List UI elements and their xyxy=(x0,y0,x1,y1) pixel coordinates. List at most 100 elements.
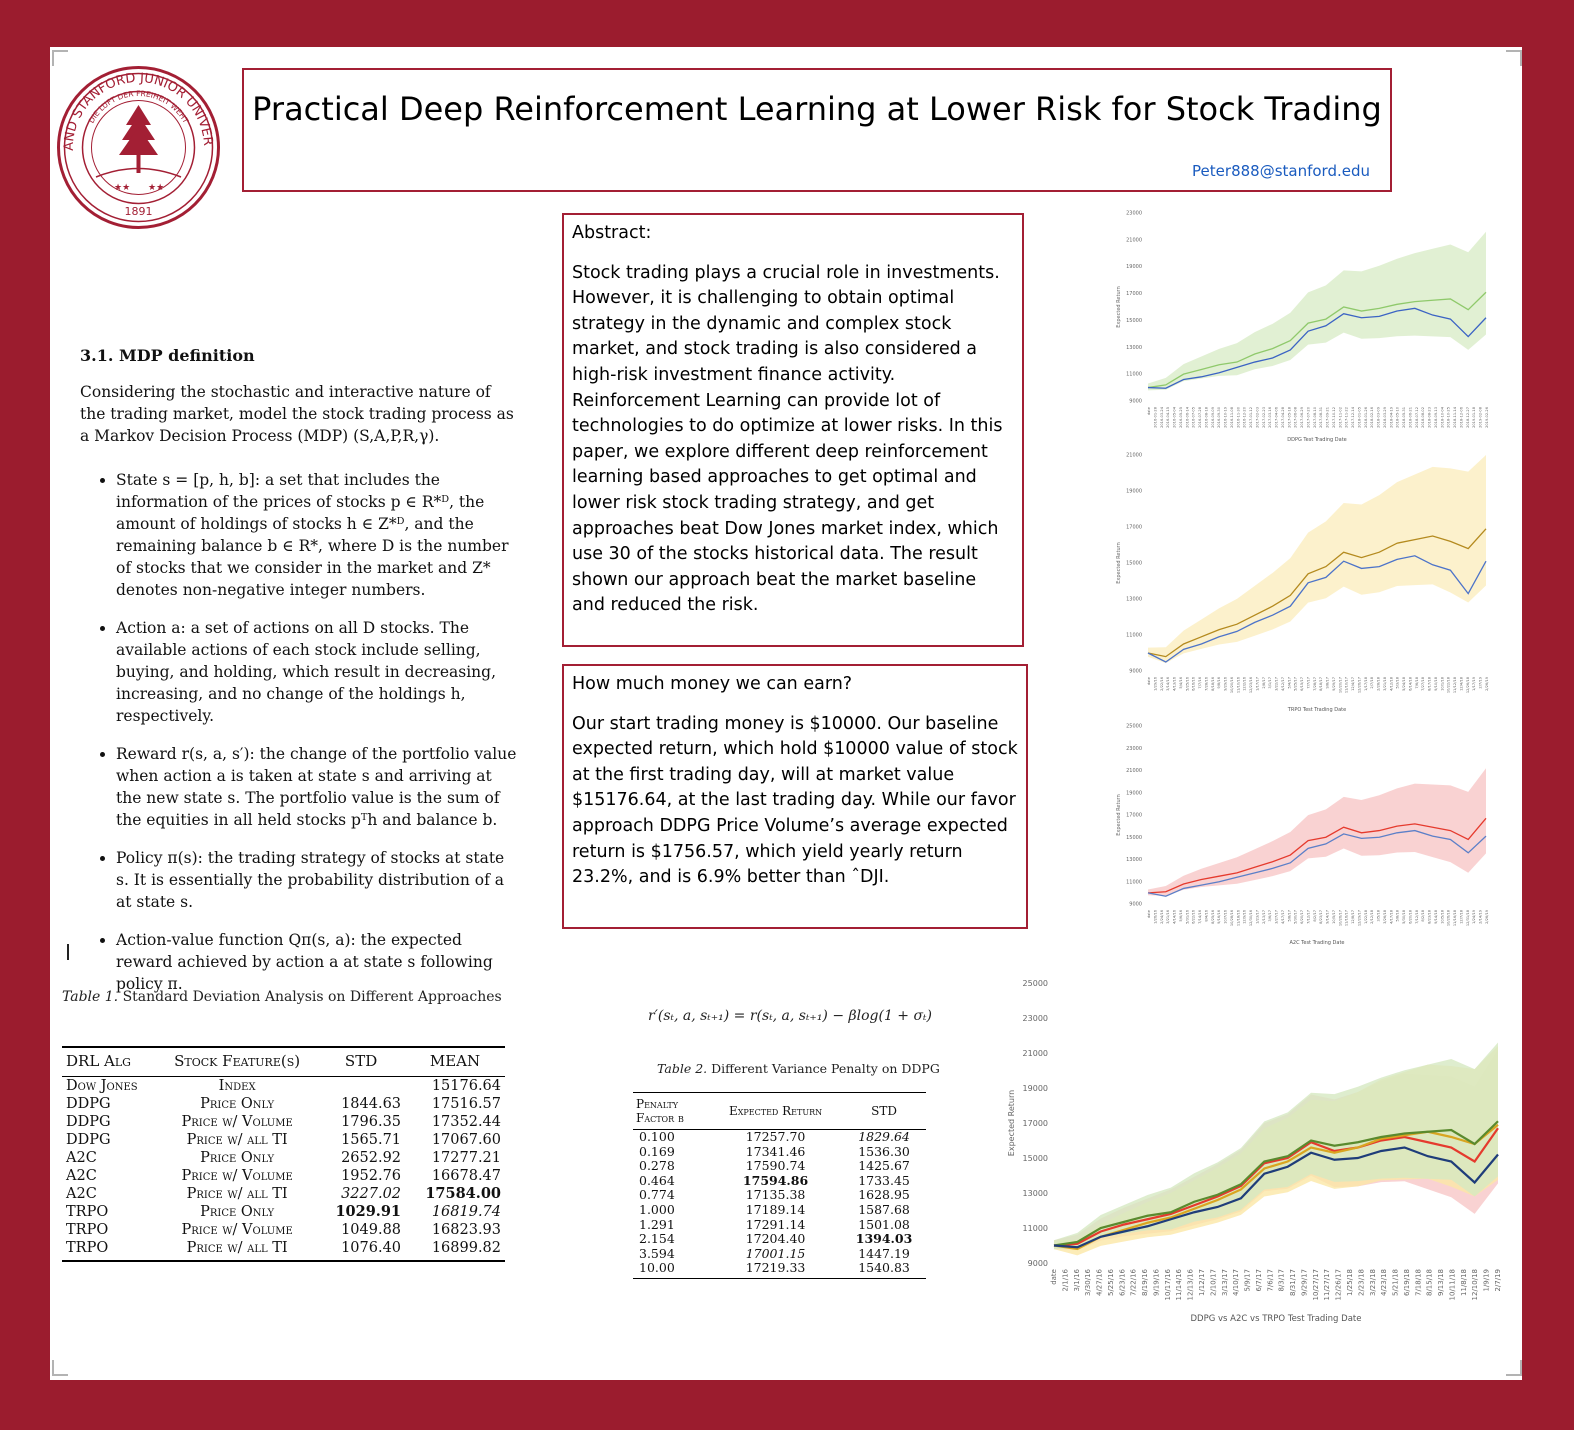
mdp-bullet-list: State s = [p, h, b]: a set that includes… xyxy=(80,469,520,995)
mdp-bullet-reward: Reward r(s, a, s′): the change of the po… xyxy=(116,743,520,831)
mdp-bullet-action: Action a: a set of actions on all D stoc… xyxy=(116,617,520,727)
x-tick-label: date xyxy=(1147,676,1151,685)
x-tick-label: 3/1/17 xyxy=(1268,677,1272,689)
table-cell: 2.154 xyxy=(639,1231,675,1247)
table-row: TRPO Price w/ Volume 1049.88 16823.93 xyxy=(62,1221,505,1239)
table-row: DDPG Price Only 1844.63 17516.57 xyxy=(62,1095,505,1113)
x-tick-label: 12/9/16 xyxy=(1243,909,1247,924)
x-tick-label: 11/10/16 xyxy=(1236,676,1240,693)
x-tick-label: 2018-01-05 xyxy=(1357,407,1361,428)
svg-text:★★: ★★ xyxy=(148,183,164,193)
x-tick-label: 4/17/18 xyxy=(1389,909,1393,924)
table-cell: Price w/ all TI xyxy=(186,1132,288,1148)
x-tick-label: 12/4/18 xyxy=(1459,676,1463,691)
table-cell: Price Only xyxy=(200,1150,275,1166)
x-tick-label: 2016-11-08 xyxy=(1230,406,1234,428)
x-tick-label: date xyxy=(1050,1269,1058,1285)
table-cell: TRPO xyxy=(62,1239,158,1262)
x-tick-label: 3/5/18 xyxy=(1377,909,1381,921)
x-tick-label: 1/17/19 xyxy=(1472,676,1476,691)
x-tick-label: 2018-04-19 xyxy=(1389,406,1393,428)
table-cell: 1628.95 xyxy=(858,1187,910,1203)
penalized-reward-formula: r′(sₜ, a, sₜ₊₁) = r(sₜ, a, sₜ₊₁) − βlog(… xyxy=(648,1008,932,1024)
x-tick-label: 2018-08-23 xyxy=(1428,407,1432,428)
x-tick-label: 6/14/18 xyxy=(1408,676,1412,691)
x-tick-label: 8/31/17 xyxy=(1289,1269,1297,1296)
table1-header: MEAN xyxy=(405,1046,505,1077)
x-tick-label: 4/23/18 xyxy=(1380,1269,1388,1296)
table-row: 0.100 17257.70 1829.64 xyxy=(633,1129,926,1145)
x-tick-label: 2017-08-31 xyxy=(1319,407,1323,428)
y-tick-label: 21000 xyxy=(1126,768,1142,774)
x-tick-label: 5/25/16 xyxy=(1185,676,1189,691)
table-cell: 16899.82 xyxy=(405,1239,505,1262)
x-tick-label: 2018-05-10 xyxy=(1396,406,1400,428)
x-tick-label: 12/26/17 xyxy=(1335,1269,1343,1300)
table-row: TRPO Price w/ all TI 1076.40 16899.82 xyxy=(62,1239,505,1262)
table-cell: Dow Jones xyxy=(66,1078,138,1094)
y-tick-label: 17000 xyxy=(1023,1119,1048,1128)
x-tick-label: 1/23/17 xyxy=(1255,910,1259,924)
x-tick-label: 12/7/18 xyxy=(1459,909,1463,924)
x-tick-label: 2018-10-04 xyxy=(1440,406,1444,428)
series-line xyxy=(1147,817,1487,894)
x-tick-label: 5/9/17 xyxy=(1244,1269,1252,1292)
x-tick-label: 2016-04-15 xyxy=(1166,407,1170,428)
x-tick-label: 2019-02-08 xyxy=(1479,406,1483,428)
x-tick-label: 2016-03-24 xyxy=(1160,406,1164,428)
table-cell: 0.774 xyxy=(639,1187,675,1203)
table-cell: Price Only xyxy=(200,1204,275,1220)
table-cell: 0.169 xyxy=(639,1143,675,1159)
table-cell: 17001.15 xyxy=(745,1245,806,1261)
y-tick-label: 15000 xyxy=(1126,561,1142,567)
x-tick-label: 2016-05-04 xyxy=(1173,406,1177,428)
table-cell: A2C xyxy=(66,1168,97,1184)
series-line xyxy=(1053,1120,1499,1247)
table-cell: Price w/ all TI xyxy=(186,1186,288,1202)
x-tick-label: 8/19/16 xyxy=(1141,1268,1149,1296)
y-tick-label: 23000 xyxy=(1126,211,1142,217)
x-axis-label: TRPO Test Trading Date xyxy=(1287,707,1346,713)
x-tick-label: 2018-05-31 xyxy=(1402,407,1406,428)
table-cell: 0.278 xyxy=(639,1158,675,1174)
earnings-heading: How much money we can earn? xyxy=(572,674,853,694)
x-tick-label: 10/20/17 xyxy=(1338,677,1342,693)
x-tick-label: 5/25/17 xyxy=(1294,677,1298,691)
x-tick-label: 9/13/18 xyxy=(1437,1269,1445,1296)
table-cell: 17590.74 xyxy=(745,1158,806,1174)
y-tick-label: 15000 xyxy=(1126,835,1142,841)
table2-header: STD xyxy=(842,1092,926,1130)
x-tick-label: 2018-07-12 xyxy=(1415,407,1419,428)
table-cell: Price w/ Volume xyxy=(181,1114,293,1130)
x-tick-label: 1/12/17 xyxy=(1198,1269,1206,1296)
author-email[interactable]: Peter888@stanford.edu xyxy=(1192,162,1370,180)
x-tick-label: 2017-01-12 xyxy=(1249,407,1253,428)
x-tick-label: 2016-10-19 xyxy=(1224,406,1228,428)
x-tick-label: 3/21/18 xyxy=(1383,676,1387,691)
table-cell: 1536.30 xyxy=(858,1143,910,1159)
x-tick-label: 1/24/19 xyxy=(1472,909,1476,924)
table-cell: Index xyxy=(218,1078,256,1094)
x-tick-label: 12/30/16 xyxy=(1249,909,1253,926)
x-tick-label: 1/26/16 xyxy=(1153,909,1157,924)
x-tick-label: 2018-06-21 xyxy=(1408,407,1412,428)
x-tick-label: 2/12/18 xyxy=(1370,909,1374,924)
series-line xyxy=(1147,307,1487,389)
x-tick-label: 2016-05-25 xyxy=(1179,407,1183,428)
x-tick-label: 2/26/19 xyxy=(1485,909,1489,924)
x-tick-label: 6/19/18 xyxy=(1403,1269,1411,1296)
x-tick-label: 1/29/16 xyxy=(1153,676,1157,691)
x-tick-label: 12/2/16 xyxy=(1243,676,1247,691)
table-cell: 17257.70 xyxy=(745,1129,806,1144)
table-cell: 17204.40 xyxy=(745,1231,806,1247)
table-cell: 1565.71 xyxy=(341,1132,402,1148)
x-tick-label: 11/8/18 xyxy=(1460,1269,1468,1296)
y-tick-label: 9000 xyxy=(1028,1259,1048,1268)
x-tick-label: 4/27/16 xyxy=(1096,1268,1104,1296)
table-row: Dow Jones Index 15176.64 xyxy=(62,1077,505,1096)
table-cell: 1540.83 xyxy=(842,1261,926,1279)
earnings-box: How much money we can earn? Our start tr… xyxy=(562,664,1028,929)
x-tick-label: 1/22/18 xyxy=(1364,909,1368,924)
table-cell: 1733.45 xyxy=(858,1172,910,1188)
x-tick-label: 4/12/17 xyxy=(1281,677,1285,691)
